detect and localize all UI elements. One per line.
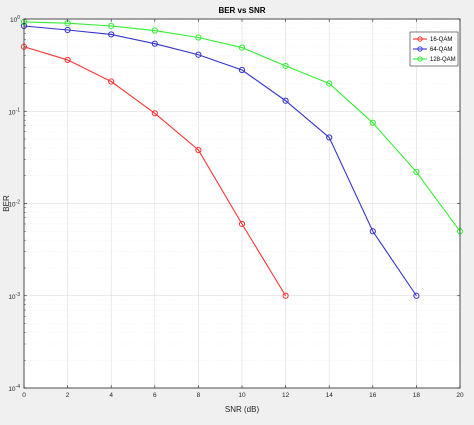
data-point-marker [238,44,246,51]
legend-label: 16-QAM [430,37,452,43]
data-point-marker [282,62,289,70]
x-tick-label: 14 [326,392,334,399]
series-line [23,21,461,232]
data-point-marker [238,66,246,74]
legend-item: 128-QAM [413,56,456,63]
data-point-marker [282,97,289,104]
legend-swatch-marker [417,56,423,62]
legend-item: 16-QAM [413,36,452,43]
series-line [23,25,417,297]
x-tick-label: 6 [153,392,157,399]
x-tick-label: 10 [238,392,246,399]
x-tick-label: 20 [456,392,464,399]
y-axis-label: BER [2,195,11,212]
data-point-marker [151,110,158,117]
data-point-marker [369,228,376,235]
y-tick-label: 10-3 [8,292,20,301]
data-point-marker [413,168,420,176]
x-tick-label: 16 [369,392,377,399]
series-64-qam [20,22,420,299]
data-point-marker [326,134,333,141]
series-layer [20,18,464,299]
data-point-marker [64,26,71,34]
legend-swatch-marker [417,46,423,52]
legend: 16-QAM 64-QAM 128-QAM [409,31,459,67]
y-tick-label: 10-4 [8,384,20,393]
data-point-marker [195,51,202,58]
chart-title: BER vs SNR [218,6,265,15]
data-point-marker [151,40,158,47]
data-point-marker [369,119,376,126]
x-tick-label: 8 [197,392,201,399]
data-point-marker [108,22,115,30]
legend-swatch-marker [417,36,423,42]
series-line [23,46,287,297]
data-point-marker [326,80,333,87]
data-point-marker [238,220,246,228]
data-point-marker [64,56,71,64]
legend-label: 64-QAM [430,47,452,53]
data-point-marker [195,34,202,41]
x-tick-label: 12 [282,392,290,399]
legend-label: 128-QAM [430,57,456,63]
y-tick-label: 100 [10,15,20,24]
data-point-marker [108,78,115,85]
series-16-qam [20,43,289,299]
x-tick-label: 2 [66,392,70,399]
x-tick-label: 4 [109,392,113,399]
legend-item: 64-QAM [413,46,452,53]
data-point-marker [195,146,202,154]
data-point-marker [413,292,420,299]
data-point-marker [282,292,289,299]
x-tick-label: 18 [413,392,421,399]
y-tick-label: 10-2 [8,200,20,209]
x-axis-label: SNR (dB) [225,405,260,414]
axis-ticks: 0 2 4 6 8 10 12 14 16 18 20 100 10-1 10-2 10-3 10-4 [8,15,464,399]
data-point-marker [151,27,158,34]
x-tick-label: 0 [22,392,26,399]
y-tick-label: 10-1 [8,107,20,116]
data-point-marker [108,31,115,38]
